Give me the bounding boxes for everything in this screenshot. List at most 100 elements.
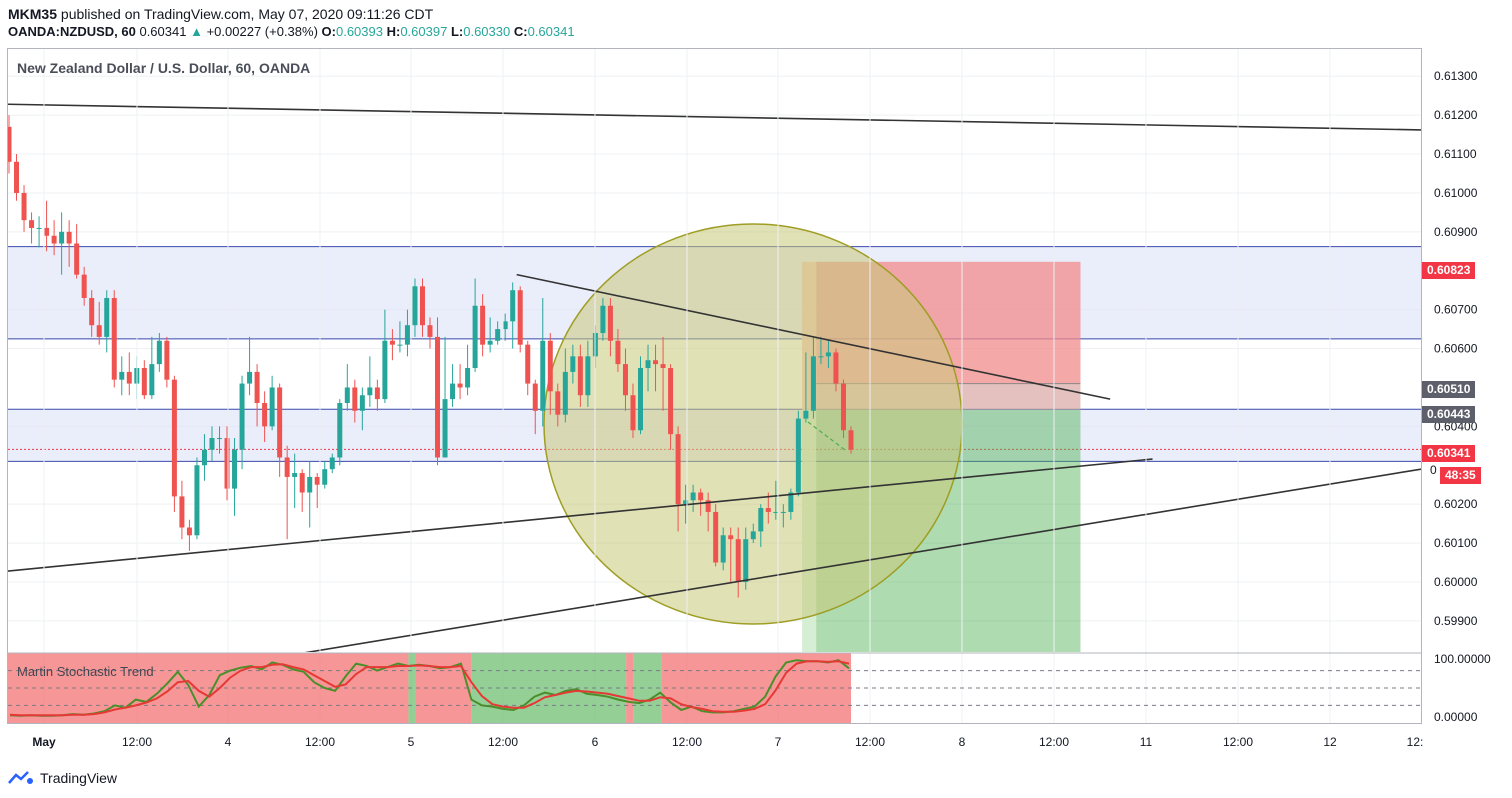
candle (562, 348, 568, 423)
x-tick-label: 12:00 (488, 735, 518, 749)
candle (254, 364, 260, 427)
hidden-partial-label: 0 (1430, 463, 1437, 477)
x-tick-label: 12:00 (672, 735, 702, 749)
open-label: O: (321, 24, 336, 39)
candle-body (450, 383, 456, 400)
candle (728, 527, 734, 582)
candle-body (810, 356, 816, 411)
candle (818, 336, 824, 365)
candle-body (307, 476, 313, 493)
candle (419, 278, 425, 337)
x-tick-label: 5 (408, 735, 415, 749)
candle (382, 309, 388, 404)
y-tick-label: 0.60600 (1434, 342, 1478, 356)
y-tick-label: 0.60100 (1434, 536, 1478, 550)
candle (367, 356, 373, 407)
candle-body (29, 220, 35, 228)
candle-body (374, 387, 380, 400)
y-tick-label: 0.61300 (1434, 69, 1478, 83)
candle (570, 344, 576, 384)
candle-body (735, 539, 741, 582)
candle (66, 220, 72, 267)
candle-body (299, 473, 305, 493)
candle-body (171, 379, 177, 497)
candle (758, 504, 764, 547)
candle (149, 336, 155, 400)
candle-body (675, 434, 681, 505)
candle-body (630, 395, 636, 431)
candle (164, 336, 170, 388)
candle-body (442, 399, 448, 458)
pane-title: New Zealand Dollar / U.S. Dollar, 60, OA… (17, 60, 311, 76)
candle-body (232, 449, 238, 489)
candle (607, 297, 613, 357)
indicator-y-label: 0.00000 (1434, 710, 1478, 724)
candle (698, 488, 704, 516)
candle (638, 356, 643, 435)
high-value: 0.60397 (400, 24, 448, 39)
candle-body (344, 387, 350, 404)
candle-body (389, 340, 395, 345)
projection-line (807, 421, 846, 451)
candle-body (825, 352, 831, 357)
candle-body (164, 340, 170, 380)
candle-body (818, 356, 824, 358)
y-tick-label: 0.59900 (1434, 614, 1478, 628)
x-tick-label: 6 (592, 735, 599, 749)
candle (126, 352, 132, 396)
candle-body (419, 286, 425, 326)
candle-body (653, 360, 659, 365)
x-tick-label: 12:00 (855, 735, 885, 749)
candle (848, 426, 854, 454)
x-tick-label: 12: (1407, 735, 1424, 749)
candle (427, 317, 433, 349)
candle-body (224, 438, 230, 489)
candle (247, 336, 253, 396)
entry-price-tag: 0.60510 (1422, 381, 1476, 398)
candle (622, 348, 628, 411)
y-tick-label: 0.60200 (1434, 497, 1478, 511)
current-price-tag: 0.60341 (1422, 445, 1476, 462)
published-text: published on TradingView.com, May 07, 20… (60, 6, 434, 22)
candle (239, 375, 245, 470)
candle (487, 317, 493, 353)
candle-body (74, 243, 80, 275)
candle-body (14, 161, 20, 193)
candle-body (683, 500, 689, 505)
y-tick-label: 0.60900 (1434, 225, 1478, 239)
footer[interactable]: TradingView (8, 768, 117, 788)
candle-body (337, 403, 343, 458)
candle (645, 344, 651, 392)
candle-body (585, 356, 591, 396)
candle-body (412, 286, 418, 326)
candle-body (367, 387, 373, 396)
symbol-info: OANDA:NZDUSD, 60 0.60341 ▲ +0.00227 (+0.… (8, 24, 575, 39)
candle-body (314, 476, 320, 485)
candle-body (36, 227, 42, 229)
candle (21, 185, 27, 232)
candle (14, 154, 20, 201)
candle-body (179, 496, 185, 528)
price-change: +0.00227 (+0.38%) (206, 24, 318, 39)
footer-brand: TradingView (40, 770, 118, 786)
candle-body (668, 368, 674, 435)
candle (457, 364, 463, 400)
candle-body (81, 274, 87, 298)
candle-body (51, 235, 57, 244)
candle-body (495, 329, 501, 341)
candle (81, 266, 87, 306)
candle (675, 426, 681, 532)
close-label: C: (513, 24, 528, 39)
candle (502, 313, 508, 341)
candle-body (382, 340, 388, 400)
candle (359, 387, 365, 431)
open-value: 0.60393 (335, 24, 383, 39)
x-tick-label: 11 (1140, 735, 1153, 749)
candle (194, 457, 200, 540)
candle-body (269, 387, 275, 427)
candle (156, 332, 162, 372)
candle (585, 340, 591, 407)
candle (179, 480, 185, 540)
candle (653, 344, 659, 392)
